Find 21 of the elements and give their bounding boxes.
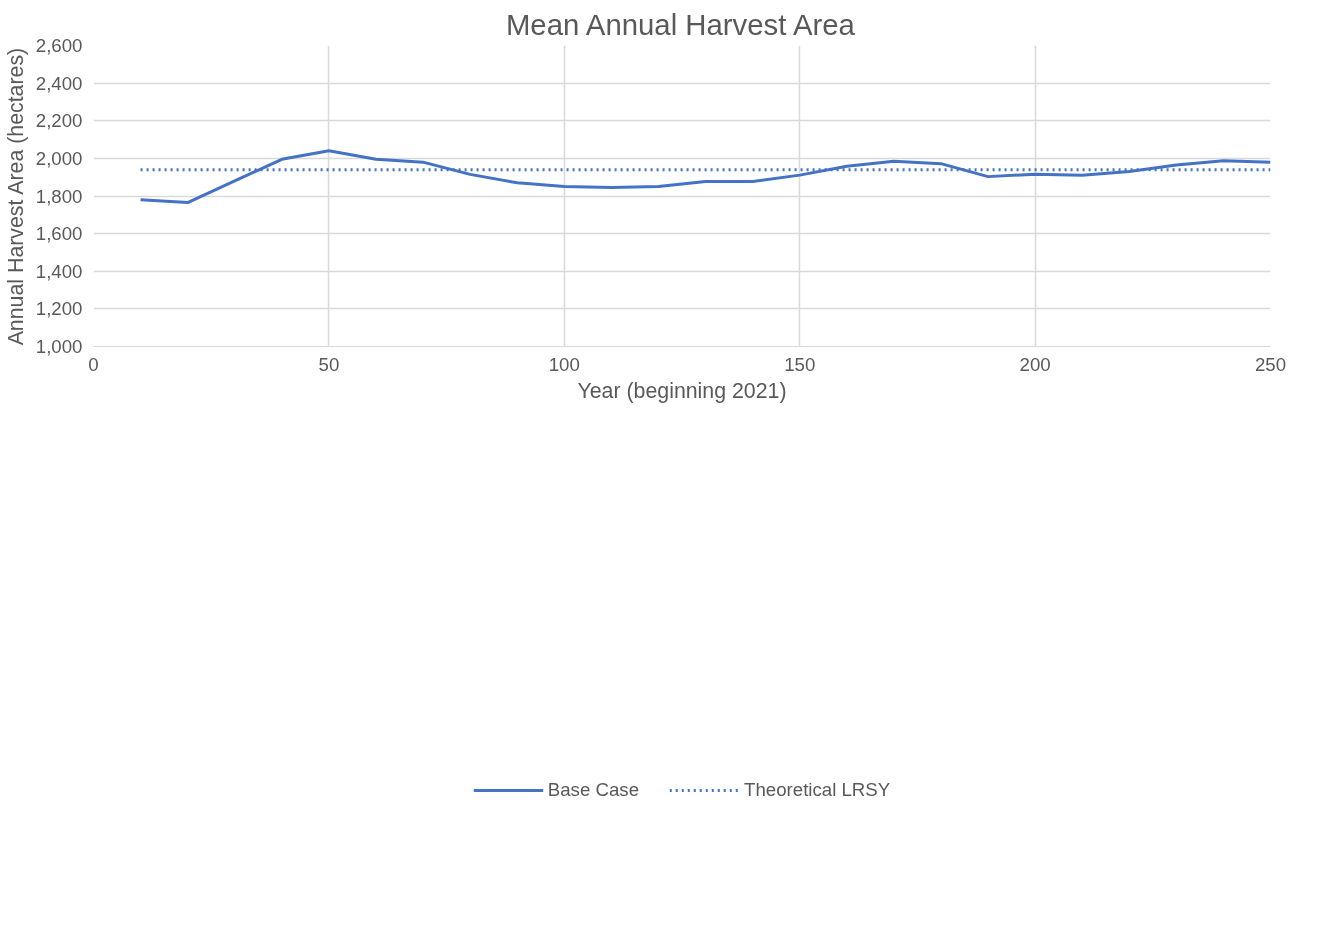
y-tick-label: 1,600 [35, 223, 83, 245]
y-tick-label: 1,200 [35, 298, 83, 320]
y-tick-label: 1,800 [35, 185, 83, 207]
x-tick-label: 100 [548, 353, 580, 375]
x-tick-label: 250 [1254, 353, 1287, 375]
x-tick-label: 200 [1019, 353, 1051, 375]
y-tick-label: 2,200 [35, 110, 83, 132]
y-tick-label: 1,000 [35, 336, 83, 357]
x-tick-label: 150 [784, 353, 816, 375]
chart-title: Mean Annual Harvest Area [505, 7, 856, 41]
y-tick-label: 2,000 [35, 147, 83, 169]
x-axis-title: Year (beginning 2021) [577, 378, 787, 403]
line-series [139, 149, 1271, 205]
x-tick-label: 0 [88, 353, 99, 375]
x-tick-label: 50 [318, 353, 340, 375]
legend-label: Theoretical LRSY [744, 778, 891, 801]
y-tick-label: 2,600 [35, 35, 83, 56]
legend-label: Base Case [547, 778, 640, 801]
y-tick-label: 1,400 [35, 260, 83, 282]
y-axis-title: Annual Harvest Area (hectares) [3, 47, 28, 346]
y-tick-label: 2,400 [35, 72, 83, 94]
